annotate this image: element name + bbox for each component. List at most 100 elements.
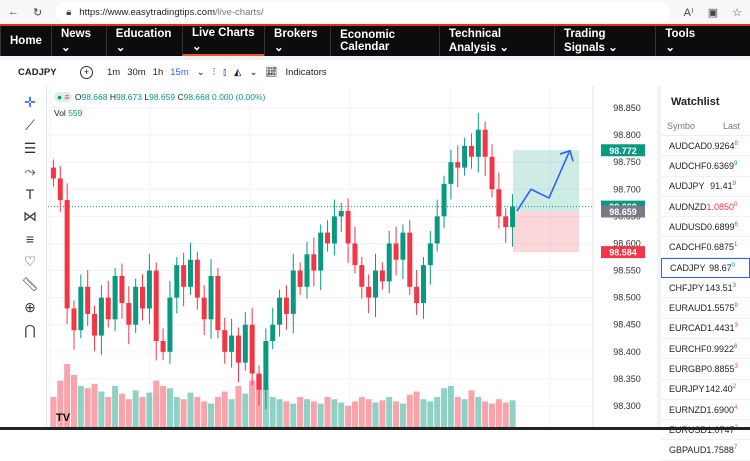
watchlist: Watchlist Symbo Last AUDCAD 0.92648 AUDCHF 0… xyxy=(657,86,750,461)
y-tick-label: 98.700 xyxy=(613,184,641,194)
symbol: EURGBP xyxy=(669,363,708,374)
candle-body xyxy=(160,340,166,352)
ohlc-legend: ● ≡ O98.668 H98.673 L98.659 C98.668 0.00… xyxy=(54,92,265,118)
symbol: CHFJPY xyxy=(669,282,705,293)
watchlist-row[interactable]: EURGBP 0.88553 xyxy=(661,359,750,380)
price-pip: 0 xyxy=(734,201,738,208)
watchlist-row[interactable]: AUDCHF 0.63699 xyxy=(661,156,750,177)
volume-bar xyxy=(489,403,496,430)
magnet-icon[interactable]: ⋂ xyxy=(24,322,36,338)
price-pip: 3 xyxy=(734,363,738,370)
volume-bar xyxy=(166,388,173,430)
text-icon[interactable]: T xyxy=(25,186,35,202)
price-pip: 1 xyxy=(734,242,738,249)
candle-body xyxy=(386,243,392,282)
crosshair-icon[interactable]: ✛ xyxy=(24,94,36,110)
divider xyxy=(0,24,750,26)
col-symbol[interactable]: Symbo xyxy=(667,120,696,131)
watchlist-row[interactable]: EURAUD 1.55759 xyxy=(661,298,750,319)
candle-body xyxy=(215,275,221,331)
nav-item[interactable]: Brokers ⌄ xyxy=(264,26,330,56)
col-last[interactable]: Last xyxy=(722,120,740,131)
watchlist-row[interactable]: AUDCAD 0.92648 xyxy=(661,136,750,157)
watchlist-row[interactable]: CADJPY 98.670 xyxy=(661,257,750,279)
read-aloud-icon[interactable]: A⁾ xyxy=(683,6,694,19)
candle-body xyxy=(98,297,104,336)
interval-1h[interactable]: 1h xyxy=(152,66,164,78)
symbol-search[interactable]: CADJPY xyxy=(18,66,57,78)
watchlist-row[interactable]: EURNZD 1.69004 xyxy=(661,400,750,421)
reload-icon[interactable]: ↻ xyxy=(33,6,43,19)
nav-item[interactable]: Home xyxy=(0,26,51,56)
watchlist-row[interactable]: EURCHF 0.99226 xyxy=(661,339,750,360)
position-icon[interactable]: ≡ xyxy=(25,231,35,247)
nav-item[interactable]: Education ⌄ xyxy=(105,26,182,56)
watchlist-row[interactable]: CADCHF 0.68751 xyxy=(661,237,750,258)
interval-30m[interactable]: 30m xyxy=(127,66,146,78)
nav-item[interactable]: Technical Analysis ⌄ xyxy=(438,26,554,56)
price-chart[interactable]: 98.85098.80098.75098.70098.65098.60098.5… xyxy=(48,86,655,430)
nav-item[interactable]: Trading Signals ⌄ xyxy=(554,26,655,56)
candles-icon[interactable]: ⫾ xyxy=(223,66,227,78)
volume-bar xyxy=(461,399,468,430)
price-pip: 3 xyxy=(732,282,736,289)
watchlist-row[interactable]: EURJPY 142.402 xyxy=(661,380,750,400)
nav-item[interactable]: Tools ⌄ xyxy=(655,26,710,56)
favorite-icon[interactable]: ☆ xyxy=(732,6,742,19)
last-price: 0.92648 xyxy=(707,141,738,151)
watchlist-row[interactable]: EURCAD 1.44313 xyxy=(661,319,750,339)
ruler-icon[interactable]: 📏︎ xyxy=(21,276,39,292)
candle-body xyxy=(393,243,399,260)
bar-chart-icon[interactable]: ⫶ xyxy=(212,66,216,78)
trend-line-icon[interactable]: ⟋ xyxy=(25,117,35,133)
node-icon[interactable]: ⋈ xyxy=(23,208,37,224)
watchlist-row[interactable]: AUDJPY 91.419 xyxy=(661,177,750,197)
y-tick-label: 98.350 xyxy=(613,374,641,384)
interval-15m[interactable]: 15m xyxy=(170,66,189,78)
price-pip: 9 xyxy=(734,160,738,167)
chevron-down-icon[interactable]: ⌄ xyxy=(249,66,258,78)
last-price: 0.68996 xyxy=(707,222,738,232)
watchlist-row[interactable]: AUDUSD 0.68996 xyxy=(661,217,750,238)
watchlist-row[interactable]: GBPAUD 1.75887 xyxy=(661,440,750,461)
add-symbol-icon[interactable]: + xyxy=(80,65,93,79)
watchlist-row[interactable]: AUDNZD 1.08500 xyxy=(661,197,750,218)
visibility-toggle-icon[interactable]: ● ≡ xyxy=(54,92,73,102)
volume-bar xyxy=(502,402,509,430)
last-price: 0.63699 xyxy=(707,161,738,171)
y-tick-label: 98.450 xyxy=(613,320,641,330)
price-main: 0.9264 xyxy=(707,140,735,151)
candle-body xyxy=(475,129,481,157)
chart-canvas[interactable]: 98.85098.80098.75098.70098.65098.60098.5… xyxy=(48,86,655,430)
nav-item[interactable]: Economic Calendar xyxy=(330,26,439,56)
nav-item[interactable]: News ⌄ xyxy=(50,26,106,56)
area-chart-icon[interactable]: ◭ xyxy=(234,66,242,78)
back-icon[interactable]: ← xyxy=(8,6,19,18)
candle-body xyxy=(373,270,379,298)
volume-label: Vol xyxy=(54,108,66,118)
price-main: 143.51 xyxy=(705,282,733,293)
last-price: 91.419 xyxy=(710,181,736,191)
candle-body xyxy=(311,254,317,271)
volume-bar xyxy=(153,380,160,430)
indicators-icon[interactable]: 📈︎ xyxy=(265,66,278,78)
chevron-down-icon[interactable]: ⌄ xyxy=(196,66,205,78)
nav-item[interactable]: Live Charts ⌄ xyxy=(181,26,265,56)
interval-1m[interactable]: 1m xyxy=(107,66,121,78)
watchlist-row[interactable]: EURUSD1.07472 xyxy=(661,420,750,441)
volume-value: 559 xyxy=(68,108,83,118)
volume-bar xyxy=(208,403,215,430)
volume-bar xyxy=(331,399,338,430)
volume-bar xyxy=(91,383,98,430)
heart-icon[interactable]: ♡ xyxy=(23,253,37,269)
candle-body xyxy=(345,210,351,244)
indicators-button[interactable]: Indicators xyxy=(285,66,327,78)
horizontal-lines-icon[interactable]: ☰ xyxy=(23,140,37,156)
pattern-icon[interactable]: ⤳ xyxy=(24,163,36,179)
split-screen-icon[interactable]: ▣ xyxy=(707,6,719,19)
zoom-icon[interactable]: ⊕ xyxy=(24,299,36,315)
volume-bar xyxy=(358,397,365,430)
watchlist-row[interactable]: CHFJPY 143.513 xyxy=(661,278,750,299)
price-pip: 2 xyxy=(732,384,736,391)
address-bar[interactable]: 🔒︎ https://www.easytradingtips.com/live-… xyxy=(56,2,670,22)
